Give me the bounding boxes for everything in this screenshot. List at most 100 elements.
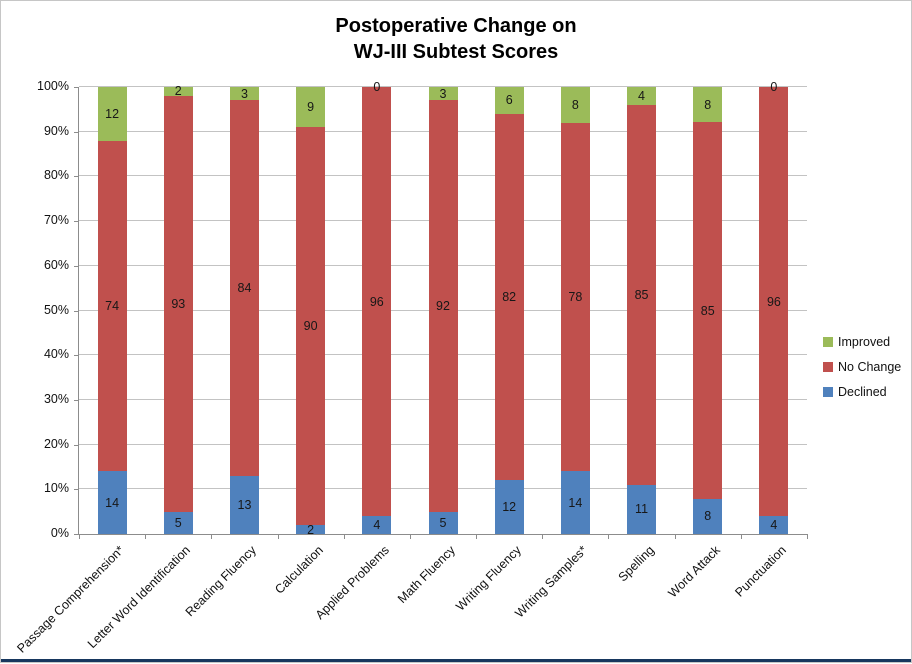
- y-axis-tick: [74, 399, 78, 401]
- data-label: 6: [505, 93, 513, 108]
- data-label: 90: [303, 319, 318, 333]
- data-label: 9: [307, 99, 315, 114]
- bar-segment-declined: 2: [296, 522, 326, 537]
- x-axis-tick: [145, 535, 147, 539]
- data-label: 12: [502, 500, 517, 515]
- data-label: 78: [568, 290, 583, 305]
- y-axis-label: 10%: [43, 481, 69, 496]
- y-axis-tick: [74, 489, 78, 491]
- data-label: 4: [770, 518, 778, 533]
- data-label: 8: [704, 509, 712, 524]
- bar-segment-improved: 2: [163, 84, 193, 99]
- legend: Improved No Change Declined: [823, 335, 901, 399]
- bar-segment-declined: 12: [494, 480, 524, 534]
- x-axis-tick: [608, 535, 610, 539]
- bar-segment-declined: 4: [759, 516, 789, 534]
- x-axis-tick: [740, 535, 742, 539]
- data-label: 8: [571, 97, 579, 112]
- y-axis-label: 40%: [43, 347, 69, 362]
- bar-segment-improved: 8: [693, 87, 723, 123]
- legend-swatch: [823, 362, 833, 372]
- y-axis-line: [78, 87, 79, 535]
- data-label: 11: [635, 502, 649, 517]
- data-label: 96: [766, 294, 781, 309]
- data-label: 2: [307, 522, 315, 537]
- data-label: 4: [638, 88, 646, 103]
- bar-segment-declined: 14: [560, 471, 590, 534]
- y-axis-label: 60%: [43, 257, 69, 272]
- y-axis-tick: [74, 444, 78, 446]
- y-axis-tick: [74, 176, 78, 178]
- data-label: 85: [700, 303, 715, 318]
- y-axis-label: 90%: [43, 123, 69, 138]
- data-label: 0: [373, 80, 381, 94]
- chart-title-line1: Postoperative Change on: [335, 15, 577, 37]
- data-label: 96: [369, 294, 384, 309]
- legend-item-improved: Improved: [823, 335, 901, 349]
- bar-segment-no-change: 90: [296, 126, 326, 526]
- plot-area: 14 74 12 5 93 2 13 84 3 2 90 9 4 96 0 5 92 3 12 82 6 14 78 8 11 8…: [79, 80, 807, 537]
- bar-segment-declined: 11: [627, 484, 657, 534]
- chart-title: Postoperative Change on WJ-III Subtest S…: [1, 13, 911, 65]
- data-label: 84: [237, 281, 252, 296]
- legend-swatch: [823, 337, 833, 347]
- bar-segment-improved: 3: [428, 87, 458, 101]
- data-label: 85: [634, 287, 649, 302]
- x-axis-tick: [79, 535, 80, 539]
- x-axis-tick: [211, 535, 213, 539]
- data-label: 13: [237, 497, 252, 512]
- bar-segment-improved: 4: [627, 87, 657, 105]
- y-axis-tick: [74, 87, 78, 88]
- bar-segment-improved: 6: [494, 87, 524, 114]
- bar-segment-no-change: 85: [693, 122, 723, 499]
- y-axis-label: 30%: [43, 391, 69, 406]
- bar-segment-declined: 13: [229, 475, 259, 534]
- chart-title-line2: WJ-III Subtest Scores: [353, 41, 559, 63]
- legend-swatch: [823, 387, 833, 397]
- legend-item-declined: Declined: [823, 385, 901, 399]
- x-axis-tick: [277, 535, 279, 539]
- y-axis-label: 70%: [43, 213, 69, 228]
- bar-segment-no-change: 92: [428, 100, 458, 512]
- data-label: 2: [174, 84, 182, 99]
- bar-segment-no-change: 96: [362, 87, 392, 517]
- window-bottom-edge: [1, 659, 911, 662]
- x-axis-tick: [343, 535, 345, 539]
- data-label: 82: [502, 290, 517, 305]
- x-axis-tick: [807, 535, 808, 539]
- bar-segment-no-change: 82: [494, 113, 524, 481]
- y-axis-label: 50%: [43, 302, 69, 317]
- data-label: 74: [105, 299, 120, 314]
- legend-label: Declined: [838, 385, 887, 399]
- bar-segment-no-change: 84: [229, 100, 259, 476]
- data-label: 92: [436, 299, 450, 314]
- x-axis-tick: [476, 535, 478, 539]
- bar-segment-declined: 8: [693, 498, 723, 534]
- bar-segment-improved: 9: [296, 87, 326, 127]
- bar-segment-no-change: 93: [163, 95, 193, 512]
- bar-segment-no-change: 74: [97, 140, 127, 472]
- data-label: 0: [770, 80, 778, 94]
- data-label: 14: [568, 495, 583, 510]
- data-label: 93: [171, 296, 186, 311]
- x-axis-tick: [409, 535, 411, 539]
- y-axis-tick: [74, 355, 78, 357]
- gridline: [79, 86, 807, 87]
- y-axis-tick: [74, 131, 78, 133]
- bar-segment-no-change: 96: [759, 87, 789, 517]
- x-axis-category-label: Passage Comprehension*: [14, 543, 127, 656]
- bar-segment-declined: 4: [362, 516, 392, 534]
- bar-segment-no-change: 78: [560, 122, 590, 472]
- data-label: 14: [105, 495, 120, 510]
- data-label: 5: [439, 515, 447, 530]
- data-label: 8: [704, 97, 712, 112]
- legend-label: No Change: [838, 360, 902, 374]
- y-axis-tick: [74, 265, 78, 267]
- y-axis-label: 20%: [43, 436, 69, 451]
- bar-segment-improved: 12: [97, 87, 127, 141]
- data-label: 4: [373, 518, 381, 533]
- legend-item-no-change: No Change: [823, 360, 901, 374]
- bar-segment-improved: 8: [560, 87, 590, 123]
- y-axis-tick: [74, 310, 78, 312]
